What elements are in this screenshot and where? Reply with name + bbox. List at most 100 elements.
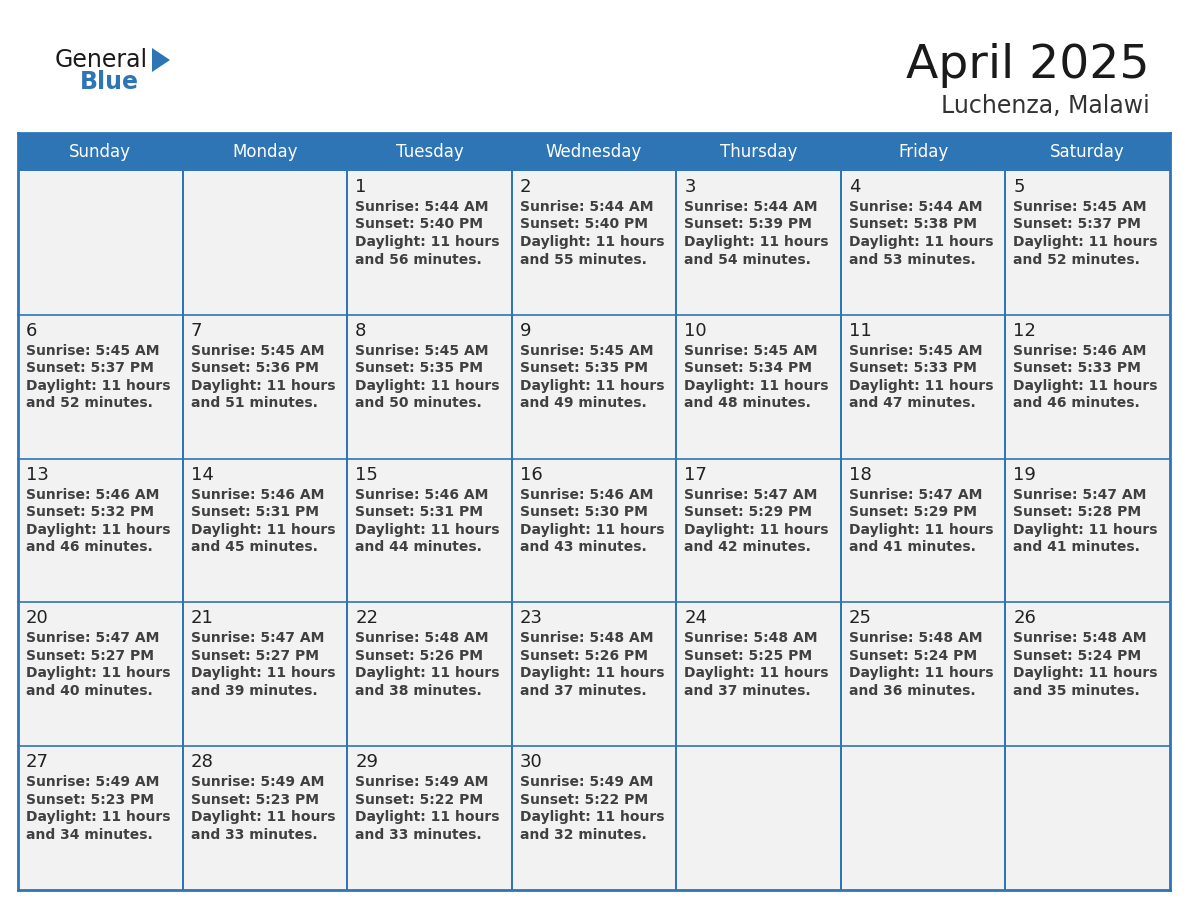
Text: and 45 minutes.: and 45 minutes. <box>190 540 317 554</box>
Text: and 46 minutes.: and 46 minutes. <box>26 540 153 554</box>
Text: 17: 17 <box>684 465 707 484</box>
Text: 25: 25 <box>849 610 872 627</box>
Text: Sunrise: 5:46 AM: Sunrise: 5:46 AM <box>1013 344 1146 358</box>
Text: Sunset: 5:40 PM: Sunset: 5:40 PM <box>519 218 647 231</box>
Text: 28: 28 <box>190 753 214 771</box>
Text: Sunrise: 5:47 AM: Sunrise: 5:47 AM <box>1013 487 1146 501</box>
Text: 27: 27 <box>26 753 49 771</box>
Text: Luchenza, Malawi: Luchenza, Malawi <box>941 94 1150 118</box>
Text: Blue: Blue <box>80 70 139 94</box>
Text: Thursday: Thursday <box>720 143 797 161</box>
Text: 5: 5 <box>1013 178 1025 196</box>
Text: 26: 26 <box>1013 610 1036 627</box>
Bar <box>18 746 1170 890</box>
Text: 15: 15 <box>355 465 378 484</box>
Text: Sunrise: 5:46 AM: Sunrise: 5:46 AM <box>519 487 653 501</box>
Bar <box>18 171 1170 315</box>
Text: Daylight: 11 hours: Daylight: 11 hours <box>849 666 993 680</box>
Text: 12: 12 <box>1013 322 1036 340</box>
Text: Daylight: 11 hours: Daylight: 11 hours <box>355 379 500 393</box>
Text: Sunrise: 5:46 AM: Sunrise: 5:46 AM <box>190 487 324 501</box>
Text: Daylight: 11 hours: Daylight: 11 hours <box>355 235 500 249</box>
Text: 7: 7 <box>190 322 202 340</box>
Text: and 38 minutes.: and 38 minutes. <box>355 684 482 698</box>
Text: Daylight: 11 hours: Daylight: 11 hours <box>519 522 664 537</box>
Text: Daylight: 11 hours: Daylight: 11 hours <box>355 811 500 824</box>
Text: Daylight: 11 hours: Daylight: 11 hours <box>519 235 664 249</box>
Text: Sunrise: 5:47 AM: Sunrise: 5:47 AM <box>849 487 982 501</box>
Text: Sunrise: 5:49 AM: Sunrise: 5:49 AM <box>519 775 653 789</box>
Text: and 49 minutes.: and 49 minutes. <box>519 397 646 410</box>
Text: and 52 minutes.: and 52 minutes. <box>26 397 153 410</box>
Text: Sunset: 5:30 PM: Sunset: 5:30 PM <box>519 505 647 519</box>
Text: 11: 11 <box>849 322 872 340</box>
Text: Daylight: 11 hours: Daylight: 11 hours <box>26 522 171 537</box>
Text: Sunset: 5:23 PM: Sunset: 5:23 PM <box>26 793 154 807</box>
Text: and 46 minutes.: and 46 minutes. <box>1013 397 1140 410</box>
Text: Sunrise: 5:44 AM: Sunrise: 5:44 AM <box>849 200 982 214</box>
Text: Sunrise: 5:44 AM: Sunrise: 5:44 AM <box>684 200 817 214</box>
Text: Daylight: 11 hours: Daylight: 11 hours <box>519 811 664 824</box>
Text: Sunrise: 5:48 AM: Sunrise: 5:48 AM <box>849 632 982 645</box>
Text: Sunrise: 5:47 AM: Sunrise: 5:47 AM <box>190 632 324 645</box>
Text: Sunrise: 5:48 AM: Sunrise: 5:48 AM <box>355 632 488 645</box>
Text: and 48 minutes.: and 48 minutes. <box>684 397 811 410</box>
Text: Daylight: 11 hours: Daylight: 11 hours <box>684 666 829 680</box>
Text: Sunset: 5:33 PM: Sunset: 5:33 PM <box>1013 362 1142 375</box>
Text: and 43 minutes.: and 43 minutes. <box>519 540 646 554</box>
Text: 22: 22 <box>355 610 378 627</box>
Text: and 39 minutes.: and 39 minutes. <box>190 684 317 698</box>
Text: Sunset: 5:29 PM: Sunset: 5:29 PM <box>849 505 977 519</box>
Text: Daylight: 11 hours: Daylight: 11 hours <box>849 235 993 249</box>
Text: 23: 23 <box>519 610 543 627</box>
Text: 14: 14 <box>190 465 214 484</box>
Text: Sunset: 5:25 PM: Sunset: 5:25 PM <box>684 649 813 663</box>
Text: Sunset: 5:24 PM: Sunset: 5:24 PM <box>1013 649 1142 663</box>
Text: Sunrise: 5:47 AM: Sunrise: 5:47 AM <box>26 632 159 645</box>
Bar <box>18 602 1170 746</box>
Text: Sunrise: 5:45 AM: Sunrise: 5:45 AM <box>26 344 159 358</box>
Text: Sunrise: 5:45 AM: Sunrise: 5:45 AM <box>355 344 488 358</box>
Text: Daylight: 11 hours: Daylight: 11 hours <box>26 811 171 824</box>
Text: 29: 29 <box>355 753 378 771</box>
Text: Daylight: 11 hours: Daylight: 11 hours <box>684 379 829 393</box>
Text: Sunset: 5:35 PM: Sunset: 5:35 PM <box>355 362 484 375</box>
Text: Daylight: 11 hours: Daylight: 11 hours <box>849 522 993 537</box>
Text: Sunset: 5:22 PM: Sunset: 5:22 PM <box>355 793 484 807</box>
Text: 1: 1 <box>355 178 367 196</box>
Text: Sunrise: 5:48 AM: Sunrise: 5:48 AM <box>684 632 817 645</box>
Text: Daylight: 11 hours: Daylight: 11 hours <box>1013 379 1158 393</box>
Text: and 55 minutes.: and 55 minutes. <box>519 252 646 266</box>
Text: Sunset: 5:37 PM: Sunset: 5:37 PM <box>26 362 154 375</box>
Text: Sunset: 5:31 PM: Sunset: 5:31 PM <box>355 505 484 519</box>
Text: Sunset: 5:40 PM: Sunset: 5:40 PM <box>355 218 484 231</box>
Text: Daylight: 11 hours: Daylight: 11 hours <box>519 666 664 680</box>
Text: and 40 minutes.: and 40 minutes. <box>26 684 153 698</box>
Text: 2: 2 <box>519 178 531 196</box>
Text: Daylight: 11 hours: Daylight: 11 hours <box>355 666 500 680</box>
Text: and 47 minutes.: and 47 minutes. <box>849 397 975 410</box>
Text: Sunrise: 5:45 AM: Sunrise: 5:45 AM <box>190 344 324 358</box>
Text: Sunset: 5:26 PM: Sunset: 5:26 PM <box>355 649 484 663</box>
Text: Daylight: 11 hours: Daylight: 11 hours <box>190 666 335 680</box>
Text: Monday: Monday <box>232 143 298 161</box>
Text: Sunrise: 5:44 AM: Sunrise: 5:44 AM <box>355 200 488 214</box>
Text: Sunrise: 5:49 AM: Sunrise: 5:49 AM <box>190 775 324 789</box>
Text: and 50 minutes.: and 50 minutes. <box>355 397 482 410</box>
Text: Sunrise: 5:45 AM: Sunrise: 5:45 AM <box>1013 200 1146 214</box>
Text: Daylight: 11 hours: Daylight: 11 hours <box>26 379 171 393</box>
Text: Sunrise: 5:47 AM: Sunrise: 5:47 AM <box>684 487 817 501</box>
Text: Sunset: 5:35 PM: Sunset: 5:35 PM <box>519 362 647 375</box>
Text: Daylight: 11 hours: Daylight: 11 hours <box>1013 235 1158 249</box>
Text: 24: 24 <box>684 610 707 627</box>
Text: Sunset: 5:36 PM: Sunset: 5:36 PM <box>190 362 318 375</box>
Text: Saturday: Saturday <box>1050 143 1125 161</box>
Text: Daylight: 11 hours: Daylight: 11 hours <box>1013 522 1158 537</box>
Text: Sunrise: 5:48 AM: Sunrise: 5:48 AM <box>519 632 653 645</box>
Text: Sunset: 5:23 PM: Sunset: 5:23 PM <box>190 793 318 807</box>
Text: 6: 6 <box>26 322 37 340</box>
Text: Daylight: 11 hours: Daylight: 11 hours <box>684 522 829 537</box>
Bar <box>18 459 1170 602</box>
Text: and 34 minutes.: and 34 minutes. <box>26 828 153 842</box>
Text: Sunset: 5:24 PM: Sunset: 5:24 PM <box>849 649 977 663</box>
